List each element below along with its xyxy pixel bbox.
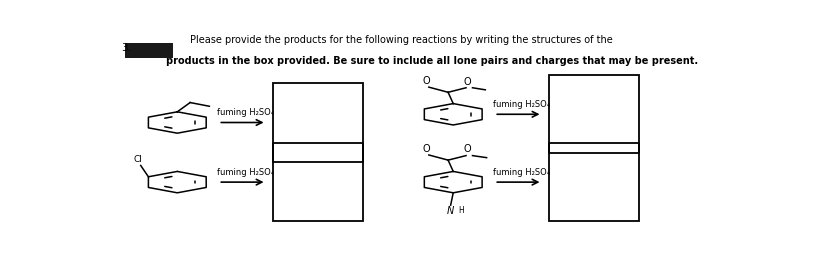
Bar: [125, 43, 173, 58]
Text: products in the box provided. Be sure to include all lone pairs and charges that: products in the box provided. Be sure to…: [166, 56, 698, 66]
Text: 3.: 3.: [121, 43, 131, 53]
Bar: [273, 143, 362, 221]
Text: O: O: [422, 144, 429, 154]
Bar: [548, 143, 638, 221]
Text: fuming H₂SO₄: fuming H₂SO₄: [217, 168, 274, 177]
Text: H: H: [458, 206, 464, 215]
Text: fuming H₂SO₄: fuming H₂SO₄: [492, 100, 550, 109]
Text: O: O: [422, 76, 429, 86]
Text: N: N: [447, 206, 454, 216]
Bar: [273, 83, 362, 162]
Text: O: O: [463, 144, 471, 154]
Bar: [548, 75, 638, 153]
Text: fuming H₂SO₄: fuming H₂SO₄: [217, 108, 274, 117]
Text: O: O: [463, 77, 471, 87]
Text: Cl: Cl: [133, 155, 142, 164]
Text: fuming H₂SO₄: fuming H₂SO₄: [492, 168, 550, 177]
Text: Please provide the products for the following reactions by writing the structure: Please provide the products for the foll…: [190, 35, 612, 45]
